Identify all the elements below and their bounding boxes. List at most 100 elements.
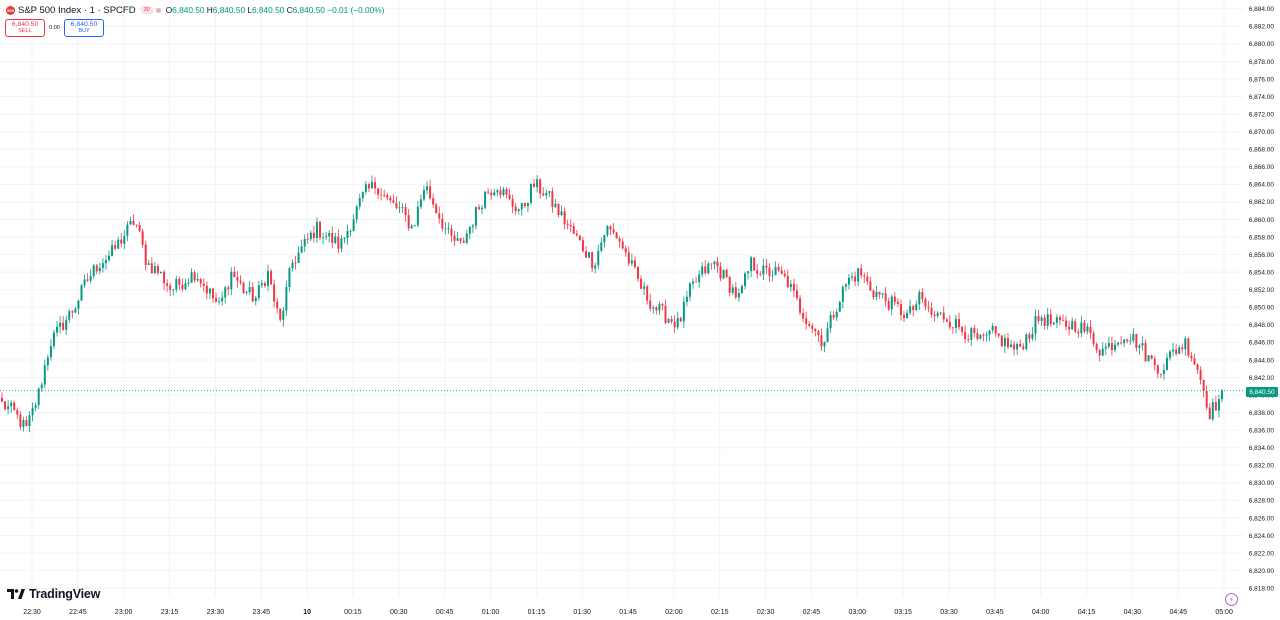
candle-body <box>866 276 869 282</box>
candle-body <box>744 273 747 286</box>
symbol-title[interactable]: S&P 500 Index · 1 · SPCFD <box>18 4 136 16</box>
time-axis[interactable]: 22:30 22:45 23:00 23:15 23:30 23:45 10 00:15 00:… <box>23 609 1233 616</box>
candle-body <box>575 233 578 236</box>
x-tick-label: 04:15 <box>1078 609 1096 616</box>
y-tick-label: 6,834.00 <box>1249 445 1275 452</box>
candle-body <box>416 206 419 226</box>
candle-body <box>685 296 688 302</box>
candle-body <box>291 262 294 269</box>
candle-body <box>887 301 890 310</box>
y-tick-label: 6,842.00 <box>1249 375 1275 382</box>
candle-body <box>740 285 743 294</box>
candle-body <box>398 207 401 209</box>
candle-body <box>1016 344 1019 350</box>
sell-button[interactable]: 6,840.50 SELL <box>5 19 45 37</box>
candle-body <box>31 407 34 416</box>
candle-body <box>432 198 435 205</box>
candle-body <box>34 405 37 408</box>
x-tick-label: 23:15 <box>161 609 179 616</box>
candle-body <box>346 231 349 239</box>
candle-body <box>701 266 704 275</box>
candle-body <box>860 268 863 276</box>
candle-body <box>19 414 22 427</box>
candle-body <box>1144 343 1147 362</box>
candle-body <box>903 315 906 318</box>
tradingview-logo-text: TradingView <box>29 587 101 601</box>
x-tick-label: 01:00 <box>482 609 500 616</box>
buy-label: BUY <box>78 28 90 34</box>
candle-body <box>1181 347 1184 350</box>
candle-body <box>961 326 964 332</box>
candle-body <box>419 199 422 207</box>
candle-body <box>1178 347 1181 354</box>
x-tick-label: 04:30 <box>1124 609 1142 616</box>
x-tick-label: 00:15 <box>344 609 362 616</box>
lightning-icon[interactable]: ⚡ <box>1225 593 1238 606</box>
candle-body <box>114 245 117 249</box>
candle-body <box>609 226 612 230</box>
candle-body <box>318 222 321 238</box>
candle-body <box>762 265 765 275</box>
candle-body <box>59 322 62 327</box>
candle-body <box>1165 357 1168 371</box>
candle-body <box>404 206 407 216</box>
candle-body <box>1052 322 1055 325</box>
candle-body <box>95 265 98 272</box>
candle-body <box>370 181 373 189</box>
candle-body <box>1175 349 1178 354</box>
candle-body <box>664 305 667 323</box>
candle-body <box>1126 339 1129 342</box>
candle-body <box>135 224 138 226</box>
y-tick-label: 6,830.00 <box>1249 480 1275 487</box>
candle-body <box>578 235 581 241</box>
candle-body <box>936 312 939 316</box>
candle-body <box>945 319 948 322</box>
candle-body <box>1046 314 1049 326</box>
candle-body <box>477 207 480 210</box>
candle-body <box>276 301 279 309</box>
candle-body <box>25 420 28 427</box>
candle-body <box>756 270 759 274</box>
candle-body <box>153 266 156 274</box>
buy-button[interactable]: 6,840.50 BUY <box>64 19 104 37</box>
y-tick-label: 6,836.00 <box>1249 427 1275 434</box>
candle-body <box>878 291 881 295</box>
candle-body <box>474 207 477 226</box>
y-tick-label: 6,826.00 <box>1249 515 1275 522</box>
candle-body <box>640 278 643 289</box>
candle-body <box>13 402 16 411</box>
candle-body <box>789 283 792 288</box>
candle-body <box>236 277 239 281</box>
x-tick-label: 01:30 <box>573 609 591 616</box>
candle-body <box>74 308 77 313</box>
y-tick-label: 6,852.00 <box>1249 287 1275 294</box>
candle-body <box>267 271 270 286</box>
candle-body <box>1058 317 1061 321</box>
candle-body <box>734 287 737 298</box>
candle-body <box>976 333 979 339</box>
candle-body <box>288 268 291 287</box>
y-tick-label: 6,880.00 <box>1249 41 1275 48</box>
candle-body <box>1205 391 1208 408</box>
candle-body <box>444 228 447 230</box>
candle-body <box>737 293 740 298</box>
candle-body <box>1034 316 1037 334</box>
candle-body <box>606 226 609 236</box>
price-axis[interactable]: 6,818.00 6,820.00 6,822.00 6,824.00 6,826.00… <box>1249 6 1275 592</box>
candle-body <box>169 285 172 290</box>
candle-body <box>585 251 588 258</box>
candle-body <box>389 197 392 201</box>
sell-price: 6,840.50 <box>11 21 39 28</box>
tradingview-logo[interactable]: TradingView <box>7 587 100 601</box>
candle-body <box>857 268 860 282</box>
x-tick-label: 04:45 <box>1169 609 1187 616</box>
candle-body <box>1135 333 1138 348</box>
candle-body <box>884 293 887 302</box>
y-tick-label: 6,848.00 <box>1249 322 1275 329</box>
candle-body <box>16 410 19 415</box>
candle-body <box>526 202 529 207</box>
candle-body <box>471 225 474 227</box>
candle-body <box>985 334 988 336</box>
y-tick-label: 6,860.00 <box>1249 217 1275 224</box>
